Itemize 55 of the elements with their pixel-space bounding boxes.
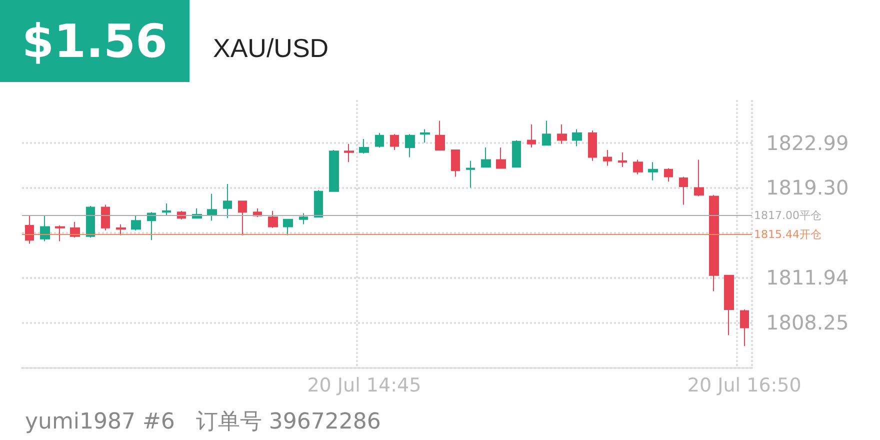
candlestick xyxy=(542,120,551,146)
candlestick xyxy=(162,203,171,216)
candlestick xyxy=(664,168,673,182)
candlestick xyxy=(268,210,278,228)
candlestick xyxy=(314,190,323,218)
candlestick xyxy=(283,218,293,236)
candlestick xyxy=(557,124,567,144)
x-tick-label: 20 Jul 14:45 xyxy=(307,374,422,396)
text: yumi1987 #6 订单号 39672286 xyxy=(25,410,381,434)
y-tick-label: 1811.94 xyxy=(766,265,849,290)
candlestick xyxy=(86,205,95,238)
candlestick xyxy=(603,149,612,166)
candlestick xyxy=(25,215,34,244)
candlestick xyxy=(238,200,247,236)
candlestick xyxy=(724,274,734,336)
candlestick xyxy=(223,184,232,219)
candlestick xyxy=(496,147,506,169)
candlestick xyxy=(375,132,384,148)
candlestick xyxy=(207,193,217,222)
candlestick xyxy=(633,159,643,175)
candlestick xyxy=(101,204,110,231)
y-tick-label: 1808.25 xyxy=(766,310,849,334)
candlestick xyxy=(679,176,688,206)
candlestick xyxy=(344,143,354,163)
candlestick xyxy=(572,128,582,147)
candlestick xyxy=(451,149,460,178)
candlestick xyxy=(481,147,491,168)
candlestick xyxy=(359,138,369,154)
candlestick xyxy=(466,160,475,188)
candlestick xyxy=(435,120,445,150)
candlestick xyxy=(420,128,430,144)
ref-line-label: 1817.00平仓 xyxy=(754,209,822,222)
candlestick xyxy=(299,212,308,225)
y-tick-label: 1819.30 xyxy=(766,176,849,200)
candlestick xyxy=(694,159,704,197)
candlestick xyxy=(588,130,597,162)
candlestick xyxy=(116,224,126,236)
candlestick xyxy=(40,215,50,242)
ref-line-label: 1815.44开仓 xyxy=(754,228,822,242)
candlestick xyxy=(55,224,65,242)
candlestick xyxy=(512,140,521,168)
text: $1.56 xyxy=(22,14,168,68)
candlestick xyxy=(618,152,627,168)
chart-title: XAU/USD xyxy=(213,33,329,63)
y-tick-label: 1822.99 xyxy=(766,130,849,155)
candlestick xyxy=(740,309,749,347)
x-tick-label: 20 Jul 16:50 xyxy=(687,374,802,396)
candlestick xyxy=(648,162,658,181)
candlestick xyxy=(405,134,415,158)
candlestick xyxy=(329,149,339,192)
candlestick xyxy=(527,124,536,148)
candlestick xyxy=(147,212,156,241)
candlestick xyxy=(131,215,141,231)
candlestick xyxy=(709,194,719,292)
candlestick xyxy=(390,134,399,150)
